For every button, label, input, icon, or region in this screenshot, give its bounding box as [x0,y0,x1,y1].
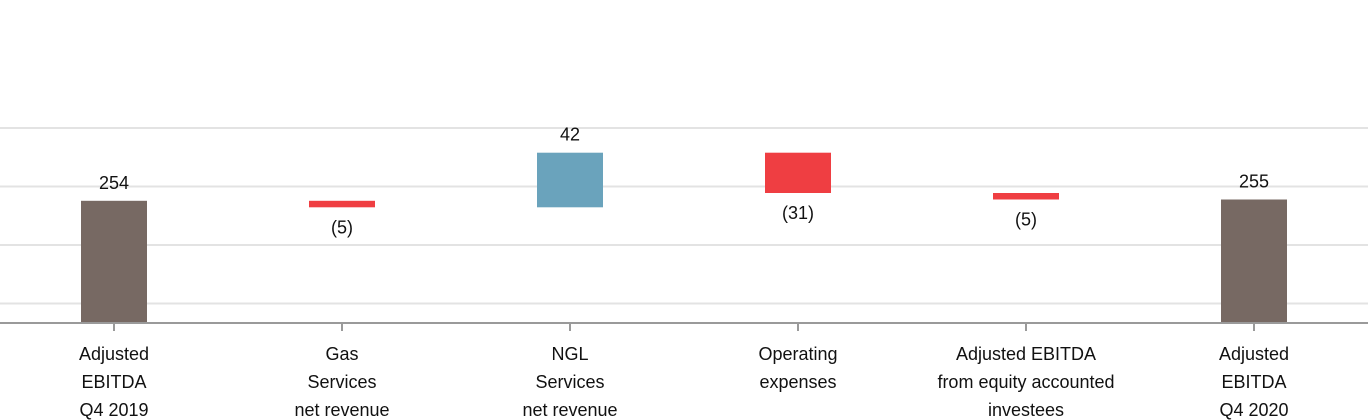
category-label-line: Adjusted [1219,344,1289,364]
category-label-line: NGL [551,344,588,364]
category-label-line: net revenue [294,400,389,420]
category-label-line: Adjusted EBITDA [956,344,1096,364]
category-label-line: Services [535,372,604,392]
category-label-line: Services [307,372,376,392]
bar-6 [1221,199,1287,323]
category-label-6: Adjusted EBITDA Q4 2020 [1219,344,1289,420]
category-labels: Adjusted EBITDA Q4 2019 Gas Services net reve… [79,344,1289,420]
bar-4 [765,152,831,193]
bars [81,152,1287,323]
value-label-1: 254 [99,173,129,193]
category-label-5: Adjusted EBITDA from equity accounted inve… [937,344,1114,420]
value-label-5: (5) [1015,210,1037,230]
category-label-line: EBITDA [1221,372,1286,392]
category-label-4: Operating expenses [758,344,837,392]
category-label-line: expenses [759,372,836,392]
category-label-line: investees [988,400,1064,420]
value-label-3: 42 [560,125,580,145]
gridlines [0,127,1368,305]
value-label-2: (5) [331,217,353,237]
value-label-4: (31) [782,203,814,223]
category-label-2: Gas Services net revenue [294,344,389,420]
category-label-3: NGL Services net revenue [522,344,617,420]
bar-1 [81,200,147,323]
category-label-line: Q4 2019 [79,400,148,420]
category-label-line: EBITDA [81,372,146,392]
category-label-line: from equity accounted [937,372,1114,392]
bar-3 [537,152,603,208]
category-label-line: Operating [758,344,837,364]
category-label-1: Adjusted EBITDA Q4 2019 [79,344,149,420]
category-label-line: net revenue [522,400,617,420]
x-axis [0,322,1368,331]
data-labels: 254 (5) 42 (31) (5) 255 [99,125,1269,238]
value-label-6: 255 [1239,172,1269,192]
bar-5 [993,193,1059,200]
category-label-line: Q4 2020 [1219,400,1288,420]
category-label-line: Gas [325,344,358,364]
bar-2 [309,200,375,208]
category-label-line: Adjusted [79,344,149,364]
